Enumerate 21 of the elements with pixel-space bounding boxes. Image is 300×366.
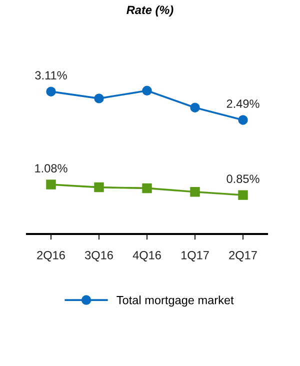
- data-label: 2.49%: [226, 100, 260, 108]
- x-tick-label: 1Q17: [181, 250, 209, 262]
- point: [190, 187, 200, 197]
- point: [142, 86, 152, 96]
- point: [46, 86, 56, 96]
- x-tick-label: 2Q16: [37, 250, 65, 262]
- x-tick-label: 3Q16: [85, 250, 113, 262]
- point: [46, 180, 56, 190]
- x-tick-label: 2Q17: [229, 250, 257, 262]
- point: [142, 183, 152, 194]
- legend-label: Total mortgage market: [116, 296, 234, 307]
- point: [190, 102, 200, 112]
- point: [238, 190, 248, 200]
- chart-title: Rate (%): [126, 5, 174, 16]
- point: [94, 94, 104, 104]
- point: [238, 115, 248, 125]
- data-label: 0.85%: [226, 174, 260, 184]
- x-tick-label: 4Q16: [132, 250, 161, 262]
- data-label: 3.11%: [35, 71, 67, 80]
- point: [94, 182, 104, 192]
- data-label: 1.08%: [35, 164, 68, 172]
